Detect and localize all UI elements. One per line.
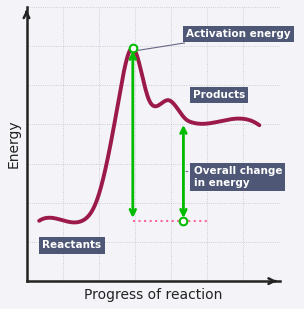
- Text: Overall change
in energy: Overall change in energy: [186, 166, 282, 188]
- Text: Reactants: Reactants: [43, 240, 102, 251]
- Y-axis label: Energy: Energy: [7, 120, 21, 168]
- Text: Products: Products: [193, 90, 245, 100]
- X-axis label: Progress of reaction: Progress of reaction: [84, 288, 222, 302]
- Text: Activation energy: Activation energy: [138, 29, 291, 50]
